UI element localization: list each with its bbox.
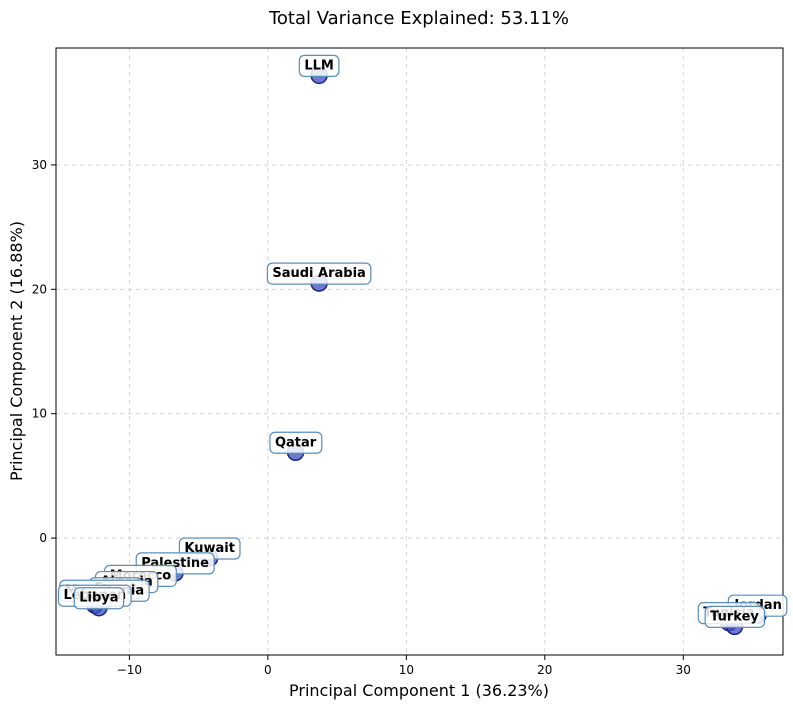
data-point-label-text: Turkey — [710, 609, 759, 624]
data-point-label-text: Libya — [79, 591, 118, 606]
chart-title: Total Variance Explained: 53.11% — [268, 8, 569, 29]
x-tick-label: 0 — [264, 663, 272, 677]
x-tick-label: 30 — [676, 663, 691, 677]
y-tick-label: 20 — [32, 282, 47, 296]
x-tick-label: −10 — [117, 663, 142, 677]
data-point-label-text: Qatar — [275, 435, 317, 450]
x-tick-label: 10 — [399, 663, 414, 677]
plot-area-frame — [55, 47, 784, 656]
data-point-label-text: Kuwait — [184, 541, 235, 556]
data-point-label: Qatar — [269, 431, 323, 454]
data-point-label: Turkey — [704, 605, 766, 628]
data-point-label-text: LLM — [304, 58, 334, 73]
data-point-label: Saudi Arabia — [266, 262, 372, 285]
data-point-label-box — [73, 587, 125, 610]
data-point-label-box — [266, 262, 372, 285]
y-tick-label: 0 — [39, 531, 47, 545]
data-point-label: LLM — [298, 54, 340, 77]
y-tick-label: 30 — [32, 158, 47, 172]
x-axis-label: Principal Component 1 (36.23%) — [289, 681, 549, 700]
data-point-label-box — [269, 431, 323, 454]
data-point-label-text: Saudi Arabia — [272, 266, 365, 281]
data-point-label: Libya — [73, 587, 125, 610]
x-tick-label: 20 — [537, 663, 552, 677]
grid — [56, 48, 783, 655]
data-point-label-box — [704, 605, 766, 628]
axis-ticks: −10 0 10 20 30 0 10 20 30 — [32, 158, 691, 677]
y-tick-label: 10 — [32, 407, 47, 421]
data-point-label-box — [298, 54, 340, 77]
y-axis-label: Principal Component 2 (16.88%) — [7, 221, 26, 481]
